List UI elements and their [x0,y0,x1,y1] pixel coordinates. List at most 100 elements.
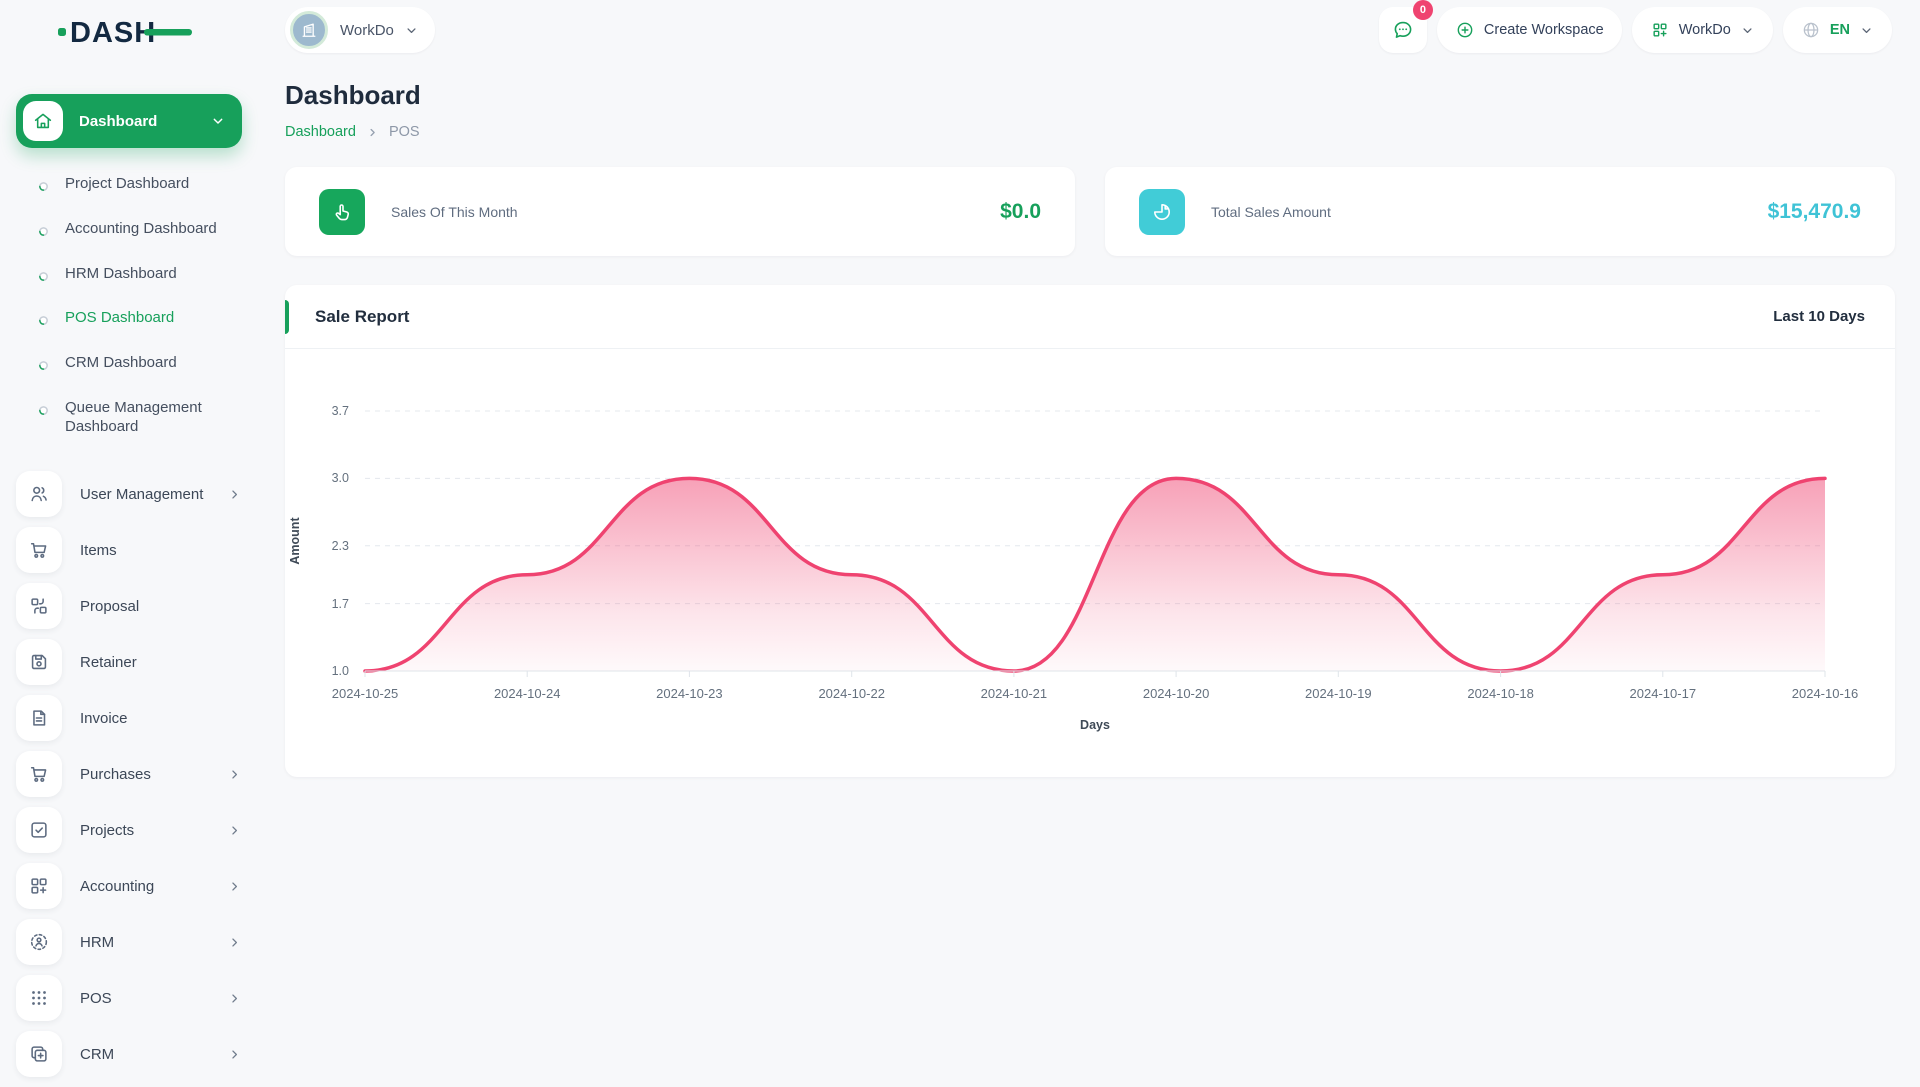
workspace-selector[interactable]: WorkDo [285,7,435,53]
pos-icon [16,975,62,1022]
chevron-right-icon [227,767,242,782]
y-axis-tick: 3.0 [331,471,349,486]
topbar: DASH WorkDo 0 Create Workspace [0,0,1920,58]
chevron-right-icon [227,823,242,838]
building-icon [302,23,316,37]
app-logo: DASH [58,13,198,54]
x-axis-tick: 2024-10-24 [493,686,561,701]
sale-report-chart: Amount Days 1.0 1.7 2.3 3.0 3.7 2024-10-25 202… [288,404,1858,732]
projects-icon [16,807,62,854]
x-axis-tick: 2024-10-21 [980,686,1048,701]
language-selector[interactable]: EN [1782,7,1892,53]
y-axis-tick: 1.7 [331,596,349,611]
plus-circle-icon [1457,22,1473,38]
x-axis-tick: 2024-10-22 [818,686,885,701]
invoice-icon [16,695,62,742]
sales-line [363,476,1827,673]
y-axis-tick: 1.0 [331,664,349,678]
chevron-down-icon [213,118,223,124]
sidebar-item-label: Projects [80,821,135,839]
sidebar-item-hrm[interactable]: HRM [16,919,242,966]
sidebar-menu: User Management Items Proposal Retainer Invo… [0,453,258,1078]
pie-chart-icon [1139,188,1185,235]
grid-plus-icon [1653,23,1667,37]
sidebar-item-label: Retainer [80,653,137,671]
users-icon [16,471,62,518]
stat-card-total-sales-amount: Total Sales Amount $15,470.9 [1105,167,1895,256]
sidebar-item-label: POS [80,989,112,1007]
logo-text: DASH [70,17,156,49]
cart-icon [16,527,62,574]
sidebar-subitem-label: POS Dashboard [65,309,175,327]
bullet-icon [38,179,49,191]
sidebar-item-label: Dashboard [79,112,158,130]
sale-report-card: Sale Report Last 10 Days Amount Days 1.0… [285,285,1895,777]
sidebar-subitem-accounting-dashboard[interactable]: Accounting Dashboard [0,207,258,252]
sidebar-subitem-queue-management-dashboard[interactable]: Queue Management Dashboard [0,386,258,450]
x-axis-tick: 2024-10-18 [1467,686,1534,701]
sidebar-item-crm[interactable]: CRM [16,1031,242,1078]
sidebar-item-accounting[interactable]: Accounting [16,863,242,910]
sidebar-subitem-project-dashboard[interactable]: Project Dashboard [0,162,258,207]
retainer-icon [16,639,62,686]
x-axis-tick: 2024-10-16 [1791,686,1859,701]
sidebar-item-purchases[interactable]: Purchases [16,751,242,798]
sidebar-item-label: Purchases [80,765,151,783]
bullet-icon [38,313,49,326]
messages-button[interactable]: 0 [1378,0,1433,53]
sidebar-subitem-label: CRM Dashboard [65,354,177,371]
x-axis-tick: 2024-10-25 [331,686,399,701]
chevron-right-icon [227,487,242,502]
stat-label: Sales Of This Month [391,203,518,220]
create-workspace-button[interactable]: Create Workspace [1436,7,1622,53]
y-axis-tick: 3.7 [331,404,349,418]
stat-label: Total Sales Amount [1211,203,1331,220]
home-icon [23,101,63,141]
accounting-icon [16,863,62,910]
sidebar-item-label: Items [80,541,117,559]
x-axis-tick: 2024-10-23 [656,686,723,701]
bullet-icon [38,358,49,370]
sidebar-subitem-label: Project Dashboard [65,175,190,192]
messages-badge: 0 [1412,0,1433,20]
x-axis-title: Days [1080,718,1110,732]
sidebar-item-pos[interactable]: POS [16,975,242,1022]
sidebar-subitem-hrm-dashboard[interactable]: HRM Dashboard [0,252,258,297]
chart-range-label: Last 10 Days [1773,308,1865,325]
x-axis-tick: 2024-10-19 [1305,686,1372,701]
globe-icon [1803,22,1819,38]
sidebar-item-label: User Management [80,485,204,503]
chevron-down-icon [407,27,416,33]
stat-value: $15,470.9 [1767,199,1861,223]
sidebar-subitem-crm-dashboard[interactable]: CRM Dashboard [0,341,258,386]
cart-icon [16,751,62,798]
breadcrumb: Dashboard POS [285,124,1895,140]
sidebar-item-label: Invoice [80,709,128,727]
breadcrumb-link-dashboard[interactable]: Dashboard [285,124,356,140]
topbar-actions: 0 Create Workspace WorkDo EN [1378,0,1892,53]
main-content: Dashboard Dashboard POS Sales Of This Mo… [285,80,1895,777]
workspace-name: WorkDo [340,21,394,39]
proposal-icon [16,583,62,630]
sidebar-item-label: Accounting [80,877,155,895]
chat-bubble-icon [1394,21,1412,38]
workspace-switcher[interactable]: WorkDo [1631,7,1773,53]
area-fill [365,478,1825,671]
sidebar-subitem-label: Queue Management Dashboard [65,398,202,435]
hand-click-icon [319,188,365,235]
chevron-right-icon [227,1047,242,1062]
sidebar-item-invoice[interactable]: Invoice [16,695,242,742]
sidebar-item-items[interactable]: Items [16,527,242,574]
chevron-down-icon [1743,27,1752,33]
sidebar-item-label: Proposal [80,597,140,615]
sidebar-subitem-pos-dashboard[interactable]: POS Dashboard [0,296,258,341]
sidebar-item-projects[interactable]: Projects [16,807,242,854]
sidebar-item-retainer[interactable]: Retainer [16,639,242,686]
chevron-down-icon [1862,27,1871,33]
bullet-icon [38,269,49,281]
bullet-icon [38,403,49,415]
sidebar-item-user-management[interactable]: User Management [16,471,242,518]
sidebar-subitem-label: Accounting Dashboard [65,219,217,237]
sidebar-item-dashboard[interactable]: Dashboard [16,94,242,148]
sidebar-item-proposal[interactable]: Proposal [16,583,242,630]
